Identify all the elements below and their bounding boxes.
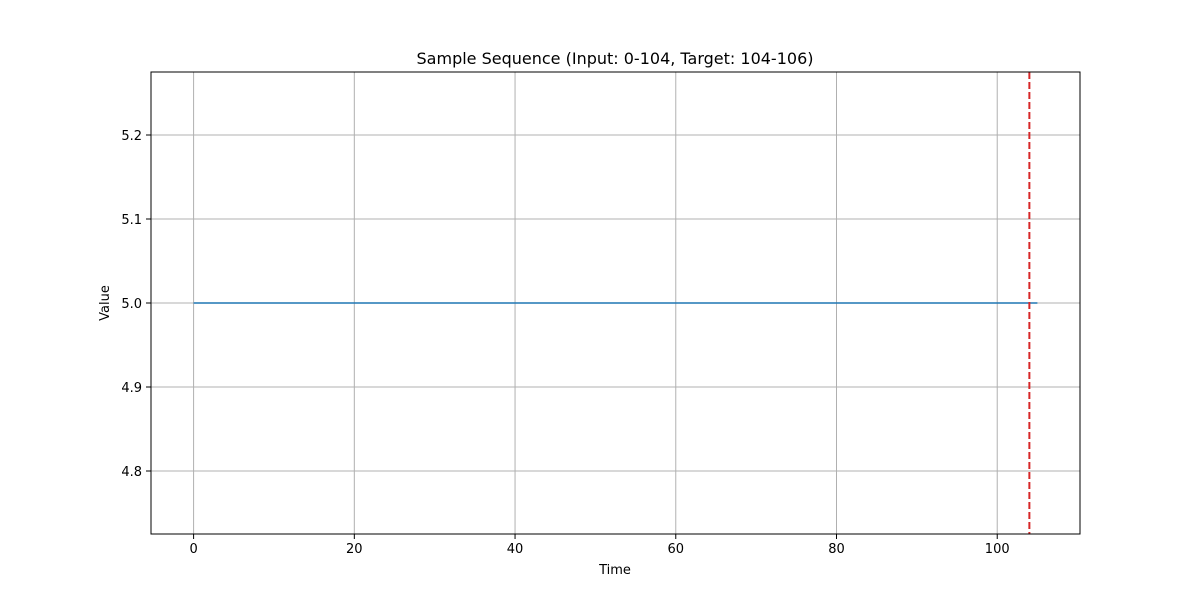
- y-tick-label: 4.9: [121, 381, 142, 396]
- y-axis-label: Value: [98, 285, 113, 321]
- chart-title: Sample Sequence (Input: 0-104, Target: 1…: [417, 49, 814, 68]
- plot-data: [193, 72, 1038, 534]
- x-tick-label: 80: [828, 542, 845, 557]
- x-axis-label: Time: [598, 563, 631, 578]
- y-tick-label: 5.1: [121, 213, 142, 228]
- y-tick-label: 5.0: [121, 297, 142, 312]
- y-tick-label: 5.2: [121, 129, 142, 144]
- x-tick-label: 0: [189, 542, 197, 557]
- y-tick-label: 4.8: [121, 465, 142, 480]
- x-tick-label: 20: [346, 542, 363, 557]
- x-tick-label: 100: [985, 542, 1010, 557]
- axis-ticks: 0 20 40 60 80 100 4.8 4.9 5.0 5.1 5.2: [121, 129, 1009, 557]
- x-tick-label: 60: [667, 542, 684, 557]
- x-tick-label: 40: [507, 542, 524, 557]
